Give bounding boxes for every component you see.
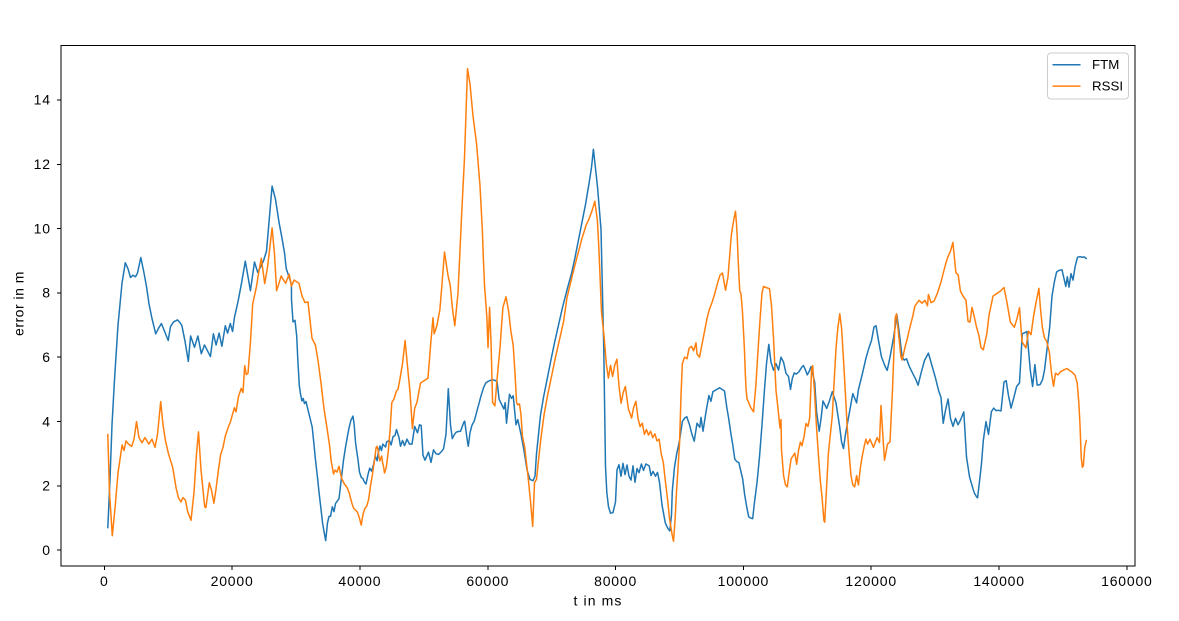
- svg-text:100000: 100000: [718, 573, 770, 589]
- svg-text:60000: 60000: [466, 573, 509, 589]
- svg-text:error in m: error in m: [11, 271, 27, 336]
- svg-text:FTM: FTM: [1092, 57, 1119, 72]
- svg-text:6: 6: [42, 349, 51, 365]
- svg-text:2: 2: [42, 478, 51, 494]
- svg-text:8: 8: [42, 285, 51, 301]
- svg-text:14: 14: [34, 92, 51, 108]
- svg-text:12: 12: [34, 156, 51, 172]
- svg-text:140000: 140000: [973, 573, 1025, 589]
- svg-text:20000: 20000: [211, 573, 254, 589]
- svg-text:160000: 160000: [1101, 573, 1153, 589]
- svg-text:0: 0: [100, 573, 109, 589]
- svg-text:0: 0: [42, 542, 51, 558]
- svg-text:10: 10: [34, 220, 51, 236]
- svg-text:RSSI: RSSI: [1092, 79, 1123, 94]
- svg-text:120000: 120000: [845, 573, 897, 589]
- svg-text:4: 4: [42, 413, 51, 429]
- svg-text:t in ms: t in ms: [574, 593, 623, 609]
- svg-text:40000: 40000: [338, 573, 381, 589]
- svg-text:80000: 80000: [594, 573, 637, 589]
